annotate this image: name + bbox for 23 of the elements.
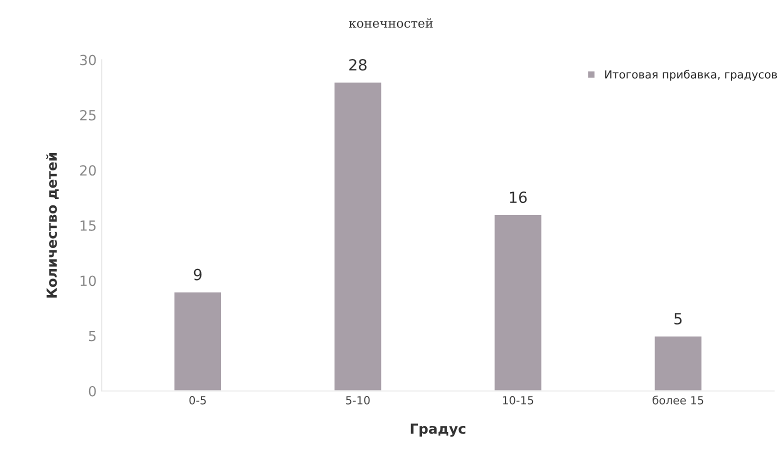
x-tick-label: 10-15 — [503, 396, 534, 404]
x-axis-title: Градус — [410, 424, 466, 437]
y-axis-title: Количество детей — [46, 153, 59, 298]
bar — [493, 214, 543, 391]
y-tick-label: 20 — [80, 165, 96, 176]
x-tick-label: более 15 — [652, 396, 704, 404]
y-tick-label: 25 — [80, 110, 96, 120]
chart-title: конечностей — [349, 18, 433, 28]
legend-label: Итоговая прибавка, градусов — [605, 70, 777, 81]
data-label: 5 — [674, 313, 682, 325]
y-tick-label: 0 — [88, 386, 96, 396]
y-tick-label: 10 — [80, 276, 96, 286]
y-tick-label: 15 — [80, 220, 96, 231]
bar — [333, 81, 383, 391]
data-label: 9 — [194, 268, 202, 280]
data-label: 16 — [510, 192, 527, 204]
x-tick-label: 0-5 — [189, 396, 206, 404]
x-tick-label: 5-10 — [346, 396, 370, 404]
y-tick-label: 30 — [80, 54, 96, 66]
data-label: 28 — [349, 59, 367, 71]
bar — [653, 335, 703, 391]
bar — [173, 290, 222, 391]
y-tick-label: 5 — [89, 330, 96, 342]
